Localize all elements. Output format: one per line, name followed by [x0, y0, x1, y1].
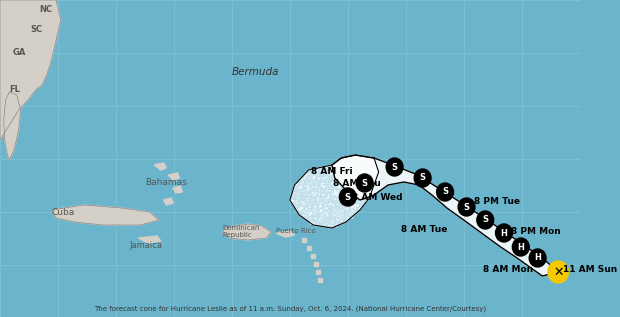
Text: 8 AM Tue: 8 AM Tue	[402, 225, 448, 235]
Text: The forecast cone for Hurricane Leslie as of 11 a.m. Sunday, Oct. 6, 2024. (Nati: The forecast cone for Hurricane Leslie a…	[94, 306, 486, 312]
Polygon shape	[51, 205, 159, 225]
Text: Bahamas: Bahamas	[145, 178, 187, 187]
Circle shape	[548, 261, 569, 283]
Polygon shape	[4, 92, 20, 160]
Circle shape	[414, 169, 431, 187]
Text: Dominican: Dominican	[223, 225, 260, 231]
Text: Republic: Republic	[223, 232, 252, 238]
Text: S: S	[464, 203, 469, 211]
Text: Jamaica: Jamaica	[129, 241, 162, 250]
Circle shape	[436, 183, 453, 201]
Polygon shape	[164, 198, 173, 205]
Text: H: H	[534, 254, 541, 262]
Text: GA: GA	[13, 48, 27, 57]
Text: 8 AM Wed: 8 AM Wed	[353, 192, 403, 202]
Polygon shape	[276, 231, 294, 237]
Text: ✕: ✕	[553, 266, 564, 279]
Circle shape	[495, 224, 512, 242]
Text: 8 AM Thu: 8 AM Thu	[333, 178, 381, 187]
Text: Puerto Rico: Puerto Rico	[276, 228, 316, 234]
Polygon shape	[290, 155, 379, 228]
Text: 11 AM Sun: 11 AM Sun	[563, 266, 617, 275]
Text: S: S	[420, 173, 425, 183]
Text: S: S	[361, 178, 368, 187]
Circle shape	[356, 174, 373, 192]
Text: S: S	[442, 187, 448, 197]
Polygon shape	[0, 0, 61, 140]
Text: NC: NC	[39, 5, 53, 14]
Text: H: H	[517, 243, 525, 251]
Circle shape	[339, 188, 356, 206]
Text: Bermuda: Bermuda	[232, 67, 280, 77]
Text: S: S	[345, 192, 351, 202]
Polygon shape	[168, 173, 180, 180]
Circle shape	[386, 158, 403, 176]
Text: S: S	[482, 216, 489, 224]
Polygon shape	[223, 224, 271, 240]
Polygon shape	[173, 186, 182, 193]
Polygon shape	[154, 163, 166, 170]
Circle shape	[458, 198, 475, 216]
Polygon shape	[138, 236, 161, 243]
Text: H: H	[500, 229, 507, 237]
Text: 8 PM Mon: 8 PM Mon	[512, 227, 561, 236]
Text: 8 AM Mon: 8 AM Mon	[483, 266, 533, 275]
Circle shape	[529, 249, 546, 267]
Polygon shape	[332, 155, 558, 276]
Text: SC: SC	[30, 25, 42, 34]
Circle shape	[477, 211, 494, 229]
Text: Cuba: Cuba	[51, 208, 74, 217]
Text: FL: FL	[9, 85, 20, 94]
Circle shape	[512, 238, 529, 256]
Text: 8 PM Tue: 8 PM Tue	[474, 197, 520, 206]
Text: 8 AM Fri: 8 AM Fri	[311, 167, 353, 177]
Text: S: S	[392, 163, 397, 171]
